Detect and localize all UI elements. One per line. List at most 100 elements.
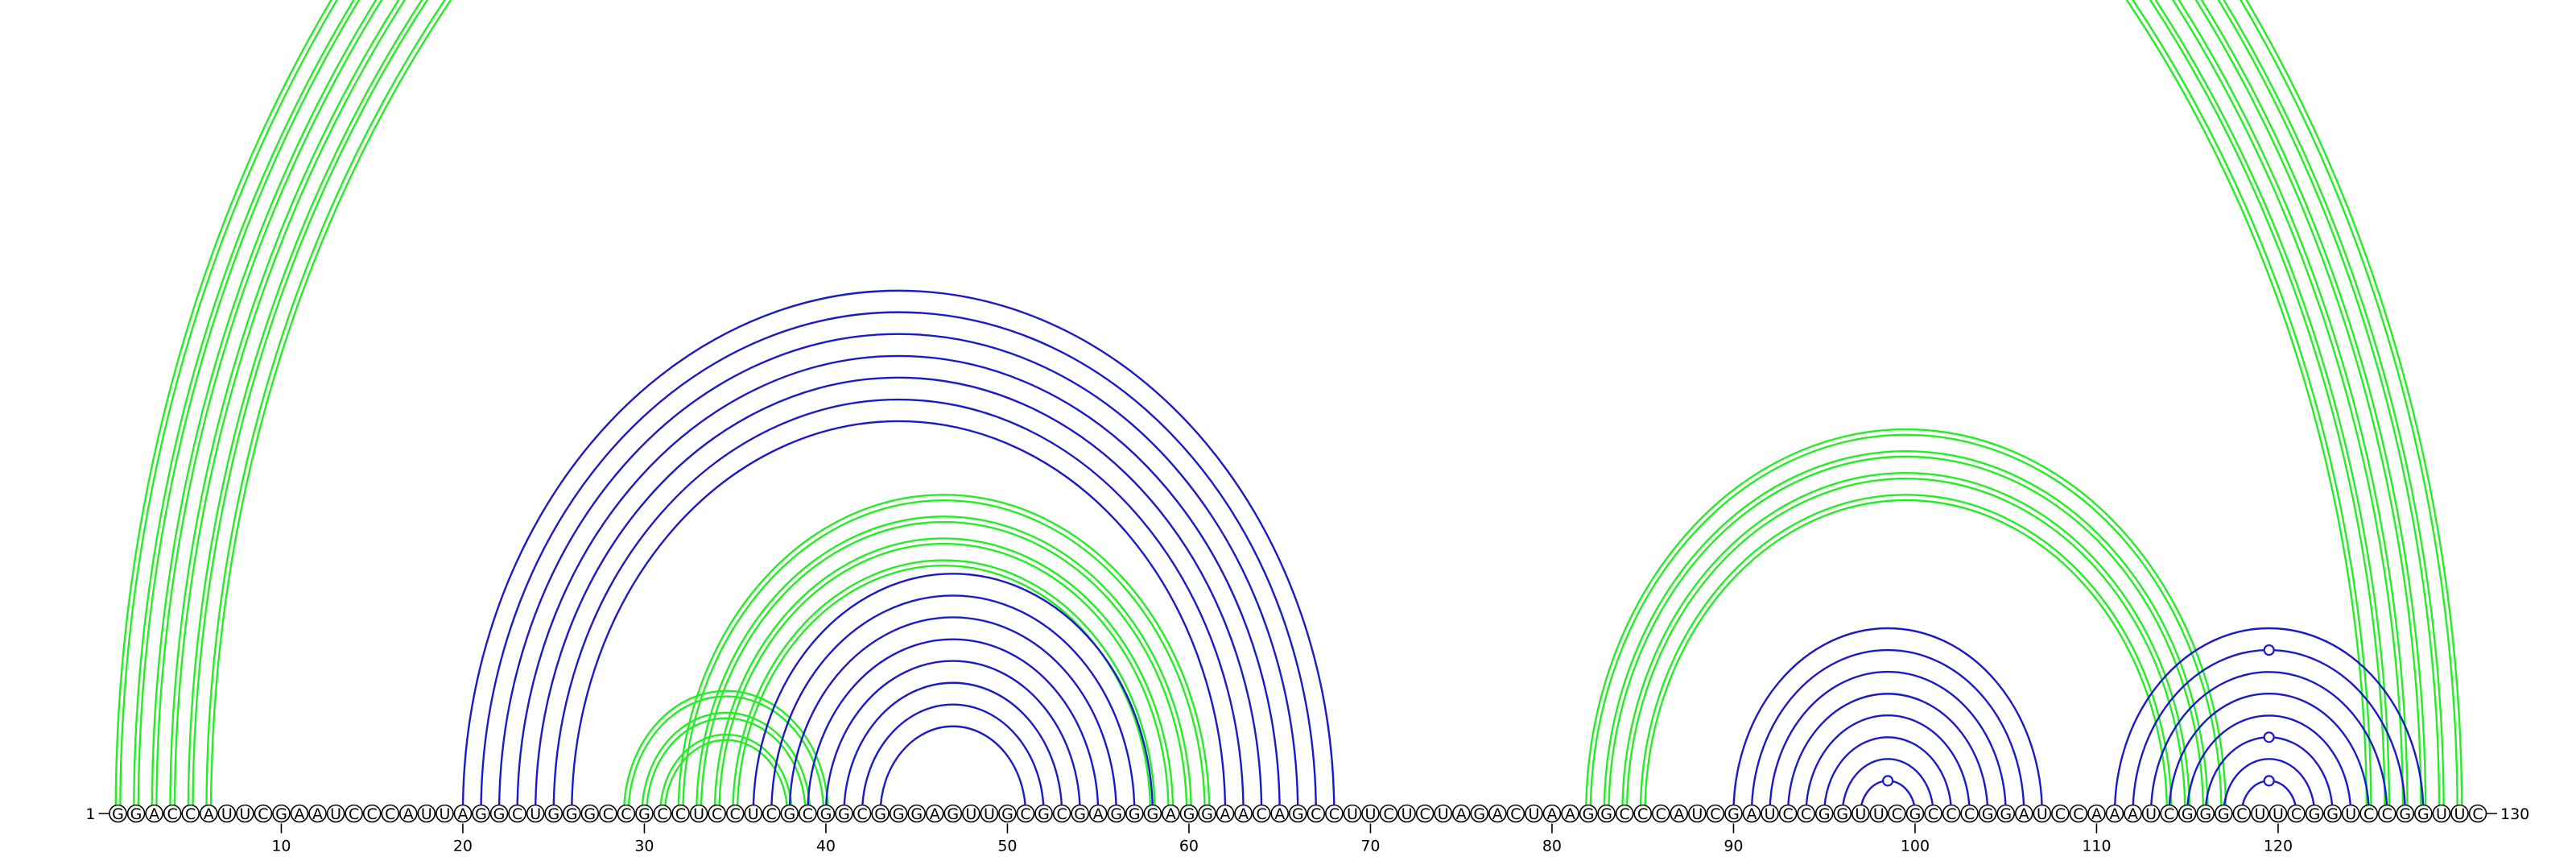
nucleotide-52: G [1034,804,1053,823]
nucleotide-97: U [1852,804,1870,823]
nucleotide-circle [1633,804,1652,823]
nucleotide-21: G [472,804,490,823]
nucleotide-letter: A [1166,805,1176,823]
base-pair-arc-5-126-line-2 [187,0,2391,814]
nucleotide-circle [1778,804,1798,823]
nucleotide-circle [163,804,182,823]
nucleotide-111: A [2105,804,2124,823]
nucleotide-circle [2341,804,2360,823]
nucleotide-letter: G [1473,805,1485,823]
nucleotide-63: A [1234,804,1253,823]
nucleotide-letter: A [2091,805,2102,823]
tick-label-90: 90 [1724,838,1743,855]
nucleotide-131: C [2468,804,2487,823]
nucleotide-circle [1071,804,1089,823]
nucleotide-letter: U [2436,805,2447,823]
base-pair-arc-37-57 [770,594,1136,814]
nucleotide-letter: C [1056,805,1067,823]
nucleotide-95: G [1814,804,1834,823]
nucleotide-83: G [1597,804,1616,823]
nucleotide-circle [1143,804,1162,823]
nucleotide-letter: C [1801,805,1811,823]
nucleotide-circle [816,804,836,823]
nucleotide-60: G [1179,804,1199,823]
nucleotide-letter: G [893,805,905,823]
nucleotide-letter: C [2164,805,2174,823]
nucleotide-122: G [2305,804,2324,823]
nucleotide-letter: A [1565,805,1575,823]
nucleotide-96: G [1833,804,1852,823]
nucleotide-letter: U [239,805,250,823]
nucleotide-letter: U [530,805,541,823]
nucleotide-letter: G [1583,805,1595,823]
nucleotide-circle [2178,804,2197,823]
tick-label-50: 50 [997,838,1017,855]
tick-label-100: 100 [1901,838,1930,855]
base-pair-arc-84-115-line-1 [1625,477,2186,814]
nucleotide-106: A [2014,804,2033,823]
nucleotide-letter: U [1765,805,1776,823]
nucleotide-circle [544,804,564,823]
base-pair-arc-115-124 [2186,714,2352,814]
nucleotide-letter: G [874,805,886,823]
nucleotide-64: C [1252,804,1271,823]
tick-label-30: 30 [634,838,654,855]
nucleotide-circle [1125,804,1144,823]
nucleotide-17: A [398,804,418,823]
base-pair-arc-25-63 [552,398,1245,814]
base-pair-arc-29-40-line-1 [627,695,825,814]
nucleotide-letter: G [493,805,506,823]
nucleotide-8: U [236,804,254,823]
nucleotide-36: U [744,804,763,823]
nucleotide-circle [472,804,490,823]
nucleotide-letter: C [803,805,813,823]
nucleotide-127: G [2396,804,2415,823]
base-pair-arc-4-127-line-1 [175,0,2403,814]
nucleotide-circle [1179,804,1199,823]
nucleotide-45: G [907,804,926,823]
nucleotide-circle [1742,804,1761,823]
nucleotide-circle [1016,804,1035,823]
nucleotide-42: C [852,804,872,823]
nucleotide-circle [708,804,726,823]
nucleotide-letter: U [2345,805,2356,823]
base-pair-arc-90-107 [1732,627,2043,814]
nucleotide-112: A [2124,804,2142,823]
nucleotide-letter: G [1728,805,1740,823]
base-pair-arc-40-54 [824,660,1081,814]
nucleotide-72: U [1397,804,1416,823]
nucleotide-letter: U [2454,805,2465,823]
nucleotide-circle [562,804,581,823]
nucleotide-circle [1724,804,1743,823]
nucleotide-35: C [725,804,745,823]
nucleotide-letter: G [2417,805,2429,823]
nucleotide-circle [2196,804,2215,823]
nucleotide-44: G [889,804,908,823]
nucleotide-letter: C [1892,805,1902,823]
nucleotide-26: G [562,804,581,823]
base-pair-arc-43-51 [879,725,1027,814]
base-pair-arc-4-127-line-2 [170,0,2407,814]
nucleotide-100: G [1905,804,1925,823]
nucleotide-circle [453,804,473,823]
base-pair-arc-34-59-line-1 [718,542,1170,814]
base-pair-arcs [116,0,2462,814]
tick-label-60: 60 [1179,838,1199,855]
nucleotide-circle [2251,804,2269,823]
nucleotide-letter: U [1347,805,1358,823]
nucleotide-circle [852,804,872,823]
nucleotide-letter: G [2399,805,2411,823]
nucleotide-circle [381,804,400,823]
base-pair-arc-32-61-line-1 [682,499,1206,814]
nucleotide-circle [2087,804,2106,823]
nucleotide-30: G [635,804,654,823]
base-pair-arc-22-66 [497,333,1299,814]
nucleotide-124: U [2341,804,2360,823]
nucleotide-circle [1470,804,1489,823]
nucleotide-circle [1415,804,1435,823]
base-pair-arc-41-53 [843,681,1063,814]
base-pair-arc-24-64 [534,376,1263,814]
nucleotide-74: U [1434,804,1452,823]
nucleotide-circle [635,804,654,823]
nucleotide-43: G [871,804,890,823]
